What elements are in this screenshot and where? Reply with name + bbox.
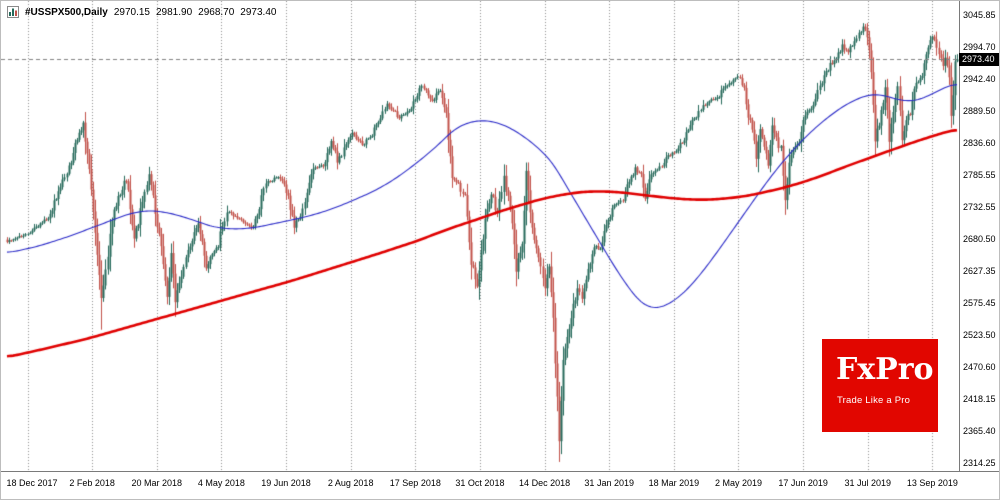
quote-high-value: 2981.90 (155, 6, 193, 18)
current-price-tag: 2973.40 (959, 52, 999, 66)
price-tick-label: 2627.35 (963, 266, 996, 276)
price-tick-label: 2365.40 (963, 426, 996, 436)
price-tick-label: 2418.15 (963, 394, 996, 404)
chart-icon (7, 6, 19, 18)
price-tick-label: 2523.50 (963, 330, 996, 340)
price-axis[interactable]: 3045.85 2994.70 2942.40 2889.50 2836.60 2785.… (959, 1, 999, 471)
quote-close-value: 2973.40 (240, 6, 277, 18)
symbol-info: #USSPX500,Daily 2970.15 2981.90 2968.70 … (7, 6, 276, 18)
time-axis-label: 19 Jun 2018 (261, 478, 311, 488)
time-axis-label: 31 Jan 2019 (584, 478, 634, 488)
time-axis-label: 18 Dec 2017 (6, 478, 58, 488)
time-axis-label: 31 Jul 2019 (844, 478, 892, 488)
fxpro-logo: FxPro Trade Like a Pro (822, 339, 938, 432)
price-chart-canvas[interactable] (1, 1, 959, 471)
time-axis-label: 4 May 2018 (197, 478, 245, 488)
time-axis[interactable]: 18 Dec 2017 2 Feb 2018 20 Mar 2018 4 May 20… (1, 471, 999, 499)
time-axis-label: 17 Sep 2018 (389, 478, 441, 488)
time-axis-label: 2 May 2019 (714, 478, 762, 488)
fxpro-brand-text: FxPro (836, 352, 934, 387)
price-tick-label: 2942.40 (963, 74, 996, 84)
time-axis-label: 14 Dec 2018 (519, 478, 571, 488)
time-axis-label: 2 Feb 2018 (69, 478, 115, 488)
price-tick-label: 2889.50 (963, 106, 996, 116)
price-tick-label: 2785.55 (963, 170, 996, 180)
price-tick-label: 2680.50 (963, 234, 996, 244)
time-axis-label: 2 Aug 2018 (327, 478, 374, 488)
price-tick-label: 2470.60 (963, 362, 996, 372)
time-axis-label: 18 Mar 2019 (648, 478, 700, 488)
time-axis-label: 31 Oct 2018 (455, 478, 505, 488)
quote-open-value: 2970.15 (113, 6, 150, 18)
price-tick-label: 2994.70 (963, 42, 996, 52)
price-tick-label: 2575.45 (963, 298, 996, 308)
time-axis-label: 17 Jun 2019 (778, 478, 828, 488)
price-tick-label: 3045.85 (963, 10, 996, 20)
price-tick-label: 2314.25 (963, 458, 996, 468)
quote-low-value: 2968.70 (198, 6, 235, 18)
time-axis-label: 13 Sep 2019 (906, 478, 958, 488)
symbol-timeframe-label: #USSPX500,Daily (25, 6, 108, 18)
price-tick-label: 2836.60 (963, 138, 996, 148)
fxpro-tagline-text: Trade Like a Pro (837, 394, 911, 406)
time-axis-label: 20 Mar 2018 (131, 478, 183, 488)
price-tick-label: 2732.55 (963, 202, 996, 212)
